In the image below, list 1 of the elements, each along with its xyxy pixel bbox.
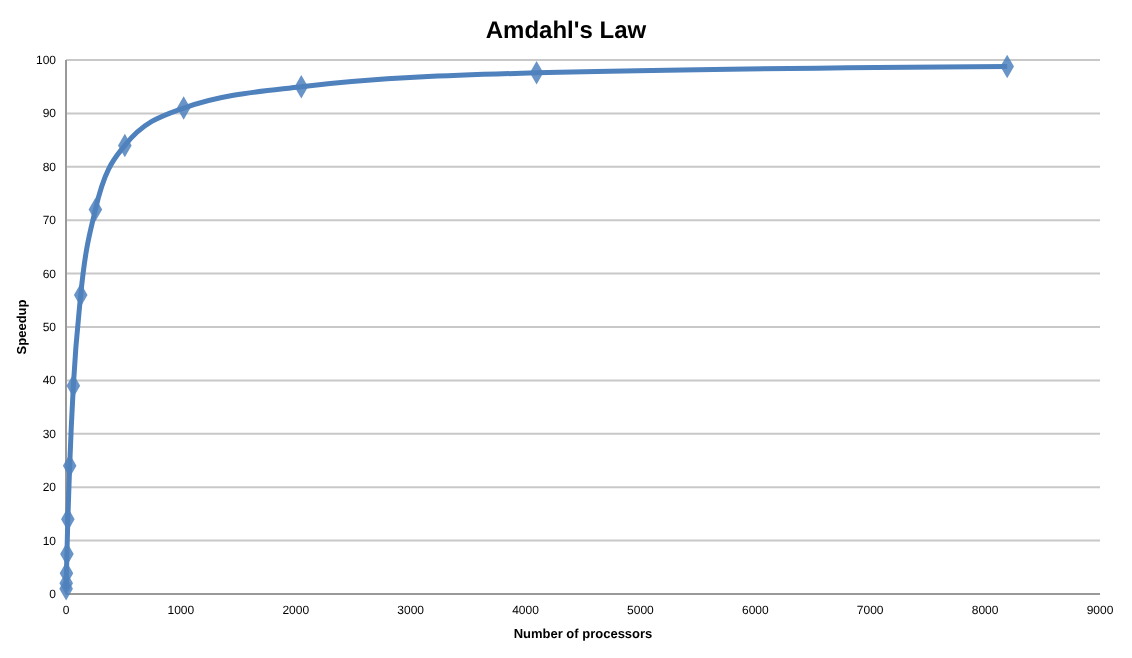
chart-title: Amdahl's Law bbox=[485, 16, 648, 44]
